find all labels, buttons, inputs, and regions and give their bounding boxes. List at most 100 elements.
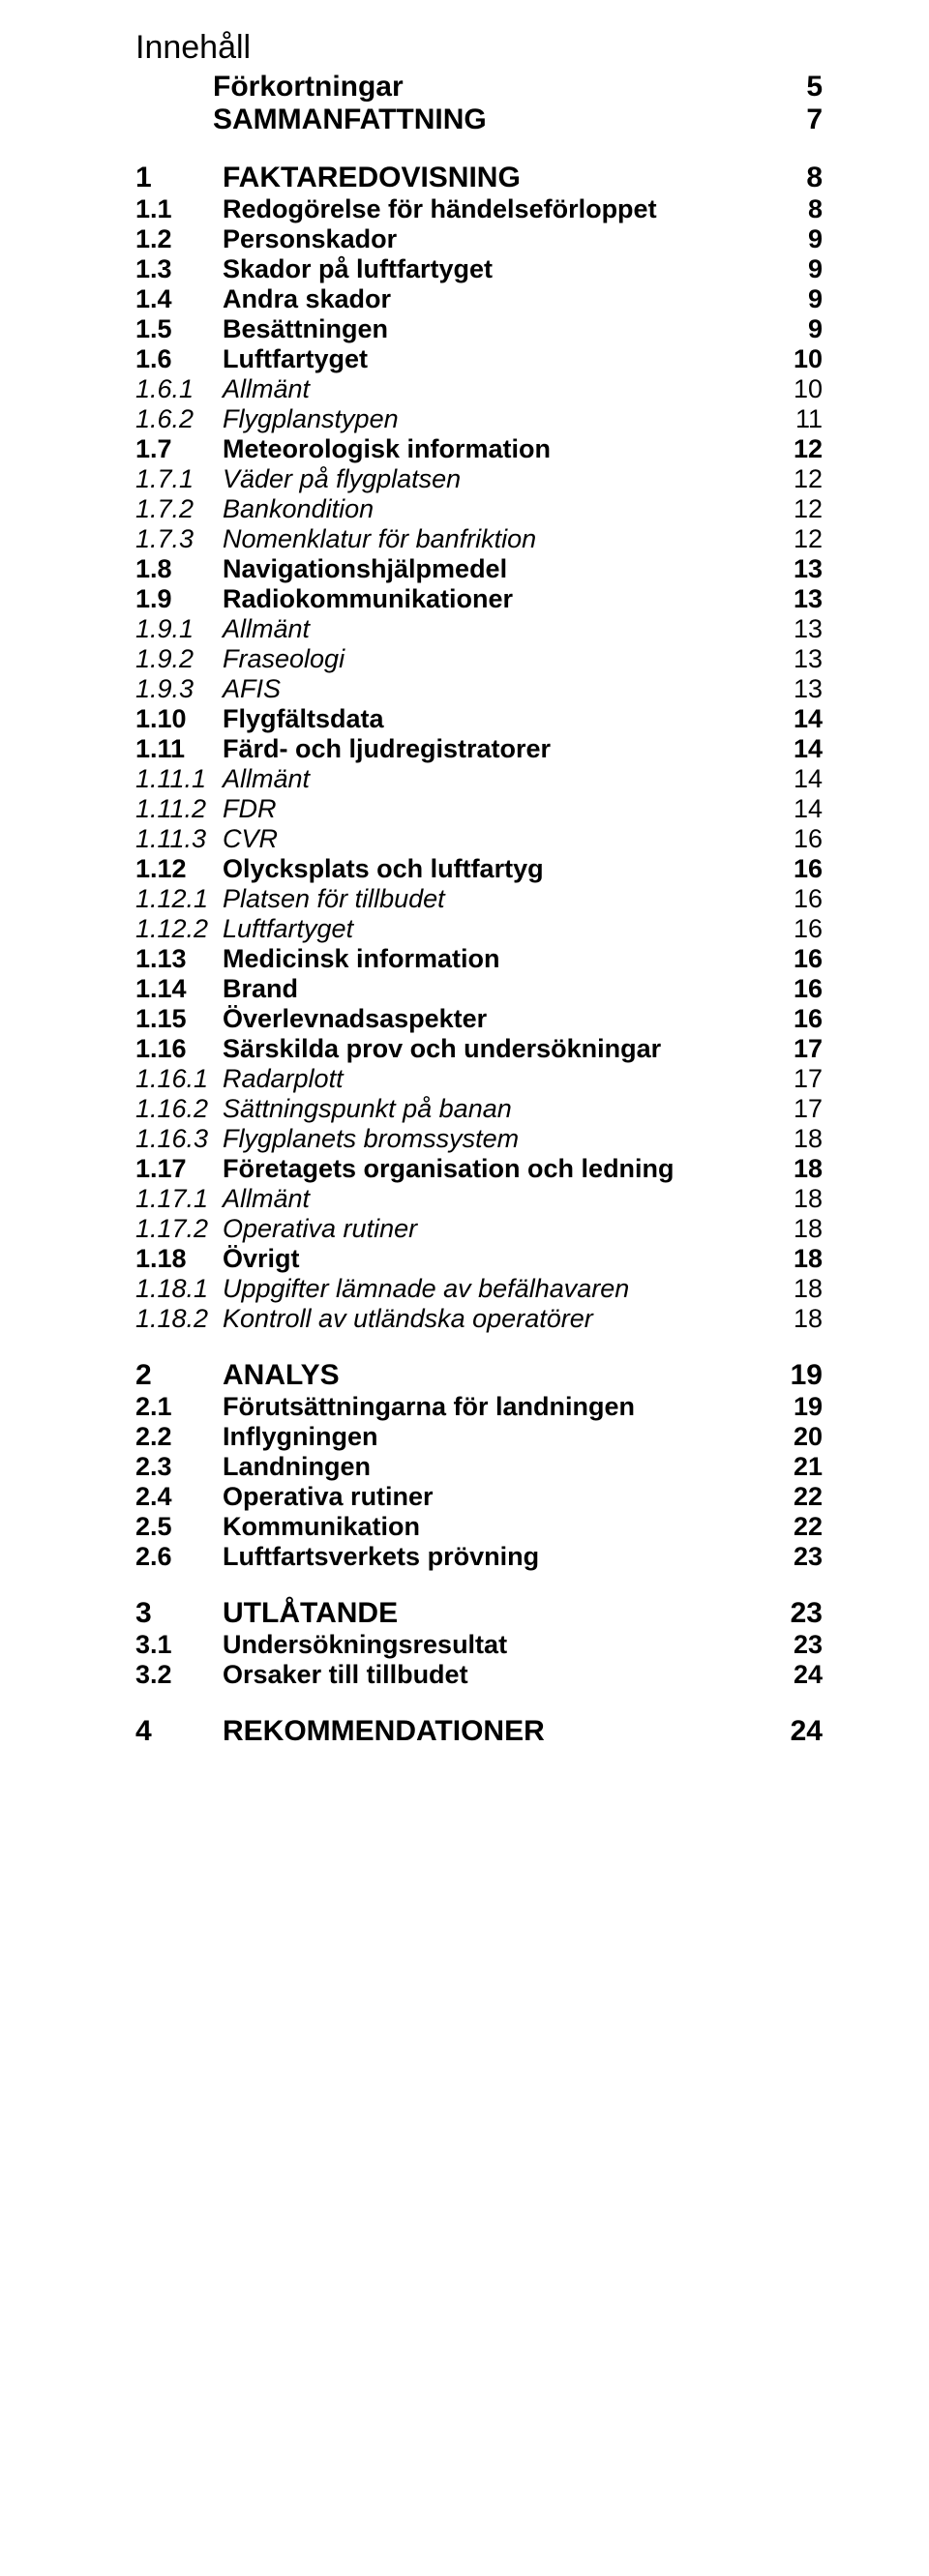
toc-entry-page: 14 — [764, 704, 823, 734]
toc-entry-label: SAMMANFATTNING — [213, 104, 764, 136]
toc-row: 1.9.2Fraseologi13 — [135, 644, 823, 674]
toc-entry-left: 1.12.1Platsen för tillbudet — [135, 884, 764, 914]
toc-entry-label: Radiokommunikationer — [223, 584, 764, 614]
toc-row: 1.10Flygfältsdata14 — [135, 704, 823, 734]
toc-entry-number: 3.1 — [135, 1630, 223, 1660]
toc-entry-number: 1.10 — [135, 704, 223, 734]
toc-entry-page: 9 — [764, 224, 823, 254]
toc-entry-number: 1.16 — [135, 1034, 223, 1064]
toc-entry-page: 12 — [764, 494, 823, 524]
toc-row: 1.16.3Flygplanets bromssystem18 — [135, 1124, 823, 1154]
toc-entry-page: 10 — [764, 344, 823, 374]
toc-entry-label: Allmänt — [223, 1184, 764, 1214]
toc-entry-number: 1.6.1 — [135, 374, 223, 404]
toc-entry-page: 22 — [764, 1512, 823, 1542]
toc-entry-left: 1.14Brand — [135, 974, 764, 1004]
toc-entry-left: 3.1Undersökningsresultat — [135, 1630, 764, 1660]
toc-entry-number: 1.11.2 — [135, 794, 223, 824]
toc-entry-page: 19 — [764, 1392, 823, 1422]
toc-entry-label: Andra skador — [223, 284, 764, 314]
toc-entry-number: 1.3 — [135, 254, 223, 284]
toc-entry-left: 1.8Navigationshjälpmedel — [135, 554, 764, 584]
toc-entry-left: 1.3Skador på luftfartyget — [135, 254, 764, 284]
toc-entry-number: 1.17.2 — [135, 1214, 223, 1244]
toc-entry-left: 1.17.2Operativa rutiner — [135, 1214, 764, 1244]
toc-entry-number: 2.3 — [135, 1452, 223, 1482]
toc-entry-number: 1.16.1 — [135, 1064, 223, 1094]
toc-entry-label: Överlevnadsaspekter — [223, 1004, 764, 1034]
toc-entry-label: Förutsättningarna för landningen — [223, 1392, 764, 1422]
toc-entry-number: 2.6 — [135, 1542, 223, 1572]
toc-entry-label: Operativa rutiner — [223, 1482, 764, 1512]
toc-entry-left: 1FAKTAREDOVISNING — [135, 162, 764, 194]
toc-entry-page: 16 — [764, 944, 823, 974]
toc-entry-label: Personskador — [223, 224, 764, 254]
toc-entry-page: 24 — [764, 1660, 823, 1690]
toc-entry-label: Brand — [223, 974, 764, 1004]
toc-entry-left: 1.6.2Flygplanstypen — [135, 404, 764, 434]
toc-entry-label: Inflygningen — [223, 1422, 764, 1452]
toc-entry-left: 1.9.1Allmänt — [135, 614, 764, 644]
toc-entry-page: 9 — [764, 254, 823, 284]
toc-entry-left: 2.2Inflygningen — [135, 1422, 764, 1452]
toc-entry-number: 1.12.2 — [135, 914, 223, 944]
toc-entry-label: Skador på luftfartyget — [223, 254, 764, 284]
toc-entry-page: 16 — [764, 914, 823, 944]
toc-entry-label: Olycksplats och luftfartyg — [223, 854, 764, 884]
toc-entry-number: 1.11.1 — [135, 764, 223, 794]
toc-entry-page: 17 — [764, 1094, 823, 1124]
toc-entry-left: 1.18.2Kontroll av utländska operatörer — [135, 1304, 764, 1334]
toc-row: 4REKOMMENDATIONER24 — [135, 1715, 823, 1748]
toc-entry-label: Allmänt — [223, 374, 764, 404]
toc-entry-left: 2.3Landningen — [135, 1452, 764, 1482]
toc-entry-page: 13 — [764, 554, 823, 584]
toc-row: SAMMANFATTNING7 — [135, 104, 823, 136]
toc-entry-label: Navigationshjälpmedel — [223, 554, 764, 584]
toc-entry-number: 1.9.1 — [135, 614, 223, 644]
toc-entry-label: Platsen för tillbudet — [223, 884, 764, 914]
toc-entry-label: Bankondition — [223, 494, 764, 524]
toc-row: 2.1Förutsättningarna för landningen19 — [135, 1392, 823, 1422]
toc-entry-page: 18 — [764, 1124, 823, 1154]
toc-entry-left: 1.1Redogörelse för händelseförloppet — [135, 194, 764, 224]
toc-entry-left: 1.16.3Flygplanets bromssystem — [135, 1124, 764, 1154]
toc-entry-left: 1.16Särskilda prov och undersökningar — [135, 1034, 764, 1064]
toc-row: 2ANALYS19 — [135, 1359, 823, 1392]
toc-entry-number: 1.9.2 — [135, 644, 223, 674]
toc-row: 3.2Orsaker till tillbudet24 — [135, 1660, 823, 1690]
toc-row: 1.9.3AFIS13 — [135, 674, 823, 704]
toc-entry-number: 1.18.2 — [135, 1304, 223, 1334]
toc-entry-left: 1.4Andra skador — [135, 284, 764, 314]
toc-entry-left: 2.4Operativa rutiner — [135, 1482, 764, 1512]
toc-entry-page: 18 — [764, 1304, 823, 1334]
toc-row: 1.3Skador på luftfartyget9 — [135, 254, 823, 284]
toc-entry-page: 8 — [764, 194, 823, 224]
toc-row: 1.11.1Allmänt14 — [135, 764, 823, 794]
toc-row: 1.18.1Uppgifter lämnade av befälhavaren1… — [135, 1274, 823, 1304]
toc-page: Innehåll Förkortningar5SAMMANFATTNING71F… — [0, 0, 929, 1806]
toc-entry-left: SAMMANFATTNING — [213, 104, 764, 136]
toc-entry-page: 12 — [764, 524, 823, 554]
toc-entry-page: 16 — [764, 884, 823, 914]
toc-row: 1.6.2Flygplanstypen11 — [135, 404, 823, 434]
toc-row: 2.6Luftfartsverkets prövning23 — [135, 1542, 823, 1572]
toc-entry-page: 19 — [764, 1359, 823, 1392]
toc-entry-left: 1.6.1Allmänt — [135, 374, 764, 404]
toc-entry-number: 1.9 — [135, 584, 223, 614]
toc-entry-page: 18 — [764, 1184, 823, 1214]
toc-entry-label: REKOMMENDATIONER — [223, 1715, 764, 1748]
toc-entry-left: 2.6Luftfartsverkets prövning — [135, 1542, 764, 1572]
toc-entry-label: Flygplanstypen — [223, 404, 764, 434]
toc-entry-left: 1.12.2Luftfartyget — [135, 914, 764, 944]
page-title: Innehåll — [135, 29, 823, 67]
toc-entry-label: Undersökningsresultat — [223, 1630, 764, 1660]
toc-entry-label: Operativa rutiner — [223, 1214, 764, 1244]
section-gap — [135, 1334, 823, 1359]
toc-entry-label: CVR — [223, 824, 764, 854]
toc-entry-page: 16 — [764, 974, 823, 1004]
toc-entry-label: Nomenklatur för banfriktion — [223, 524, 764, 554]
toc-entry-label: Meteorologisk information — [223, 434, 764, 464]
toc-entry-number: 1.18.1 — [135, 1274, 223, 1304]
toc-entry-number: 1.11.3 — [135, 824, 223, 854]
toc-row: 1.11Färd- och ljudregistratorer14 — [135, 734, 823, 764]
